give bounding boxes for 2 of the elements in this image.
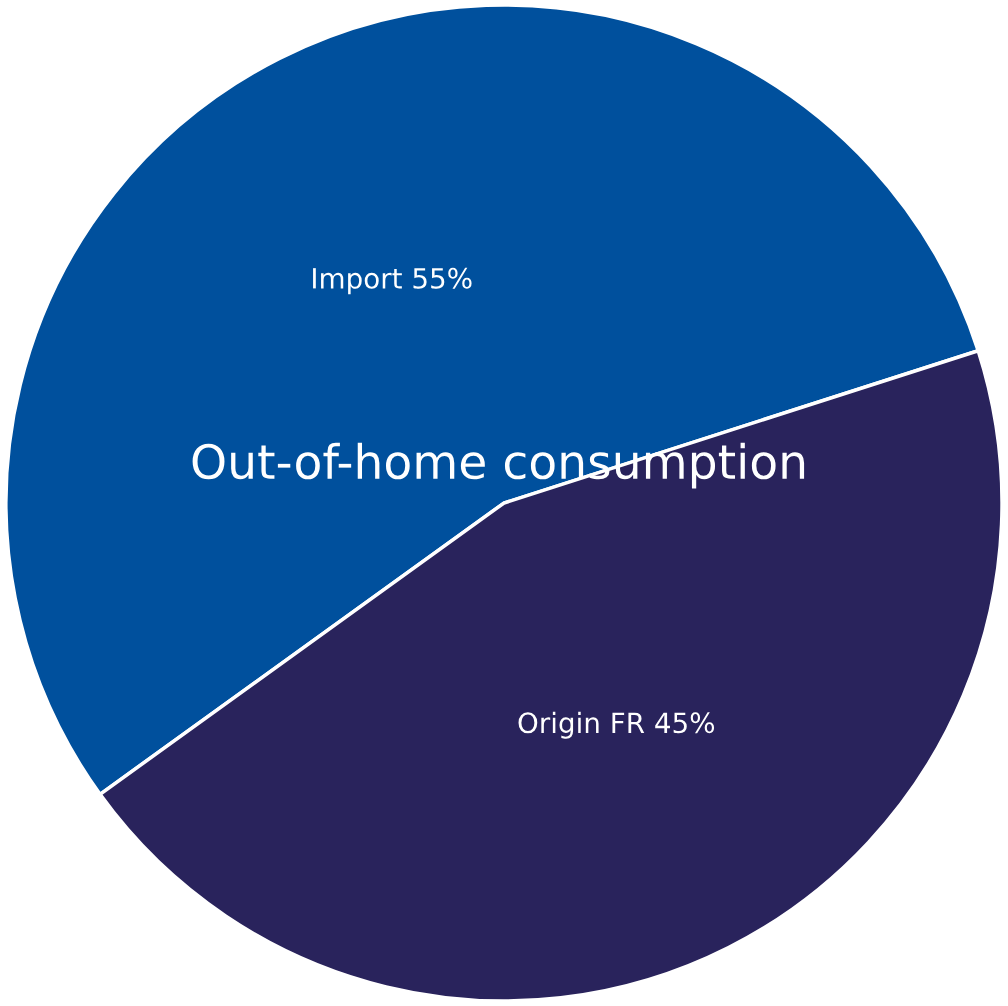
- slice-label: Origin FR 45%: [518, 711, 715, 739]
- slice-label: Import 55%: [313, 267, 472, 295]
